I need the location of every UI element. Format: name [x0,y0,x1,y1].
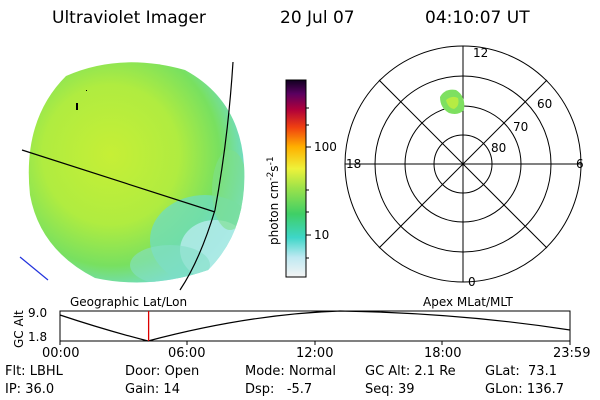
lat-label-70: 70 [513,120,529,134]
time-tick-0600: 06:00 [168,346,206,361]
time-tick-2359: 23:59 [553,346,591,361]
color-scale-bar [285,79,307,278]
geographic-label: Geographic Lat/Lon [70,295,188,309]
instrument-title: Ultraviolet Imager [52,8,206,28]
status-glat: GLat: 73.1 [485,364,557,379]
time-tick-1800: 18:00 [424,346,462,361]
status-ip: IP: 36.0 [5,382,55,397]
observation-time: 04:10:07 UT [425,8,530,28]
time-tick-0000: 00:00 [42,346,80,361]
status-dsp: Dsp: -5.7 [245,382,313,397]
colorbar-tick-100: 100 [314,140,337,154]
status-gain: Gain: 14 [125,382,180,397]
orbit-line [21,149,216,213]
status-gc-alt: GC Alt: 2.1 Re [365,364,456,379]
mlt-label-6: 6 [576,157,584,171]
time-tick-1200: 12:00 [296,346,334,361]
status-mode: Mode: Normal [245,364,336,379]
polar-plot [344,45,582,283]
lat-label-80: 80 [491,141,507,155]
observation-date: 20 Jul 07 [280,8,355,28]
apex-label: Apex MLat/MLT [423,295,513,309]
mlt-label-0: 0 [468,275,476,289]
altitude-plot [59,310,571,345]
altitude-tick-low: 1.8 [28,330,48,344]
status-glon: GLon: 136.7 [485,382,565,397]
terminator-line [179,61,234,291]
altitude-axis-title: GC Alt [12,310,26,348]
earth-image [28,62,245,283]
colorbar-tick-10: 10 [314,228,330,242]
mlt-label-18: 18 [346,157,362,171]
status-seq: Seq: 39 [365,382,415,397]
lat-label-60: 60 [537,97,553,111]
colorbar-unit-label: photon cm-2s-1 [266,156,281,245]
altitude-tick-high: 9.0 [28,306,48,320]
status-door: Door: Open [125,364,200,379]
orientation-axis [19,256,49,281]
status-filter: Flt: LBHL [5,364,63,379]
mlt-label-12: 12 [473,46,489,60]
